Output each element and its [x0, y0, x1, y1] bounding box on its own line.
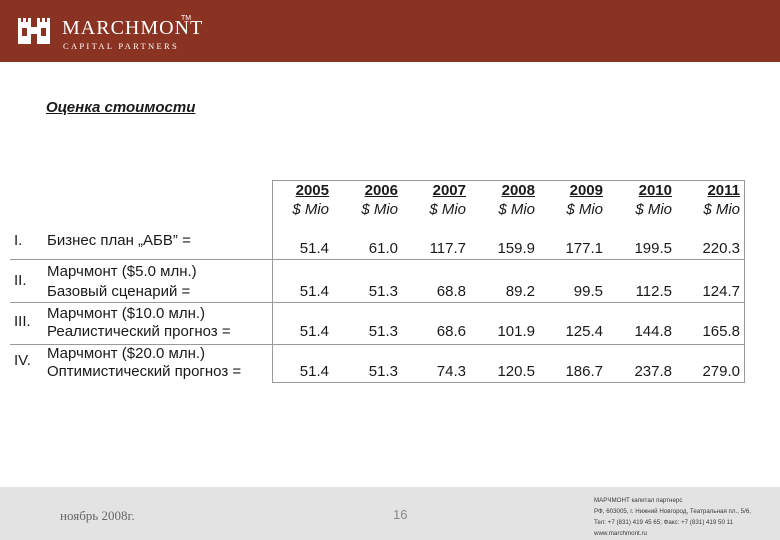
brand-name: MARCHMONT [62, 17, 204, 39]
contact-website-link[interactable]: www.marchmont.ru [594, 530, 647, 537]
table-cell: 61.0 [368, 240, 398, 257]
table-cell: 220.3 [702, 240, 740, 257]
column-header-unit: $ Mio [361, 201, 398, 218]
table-cell: 51.4 [299, 240, 329, 257]
row-number: IV. [14, 352, 31, 369]
row-number: III. [14, 313, 31, 330]
table-cell: 177.1 [565, 240, 603, 257]
contact-phone: Тел: +7 (831) 419 45 65; Факс: +7 (831) … [594, 519, 734, 526]
header-bar: MARCHMONT TM CAPITAL PARTNERS [0, 0, 780, 62]
row-label: Марчмонт ($5.0 млн.) [47, 263, 197, 280]
column-header-year: 2008 [501, 182, 535, 199]
column-header-unit: $ Mio [566, 201, 603, 218]
row-divider [10, 259, 745, 260]
table-cell: 51.4 [299, 363, 329, 380]
column-header-year: 2010 [638, 182, 672, 199]
contact-info: МАРЧМОНТ капитал партнерс РФ, 603005, г.… [594, 495, 751, 539]
footer-bar: ноябрь 2008г. 16 МАРЧМОНТ капитал партне… [0, 487, 780, 540]
contact-address: РФ, 603005, г. Нижний Новгород, Театраль… [594, 508, 751, 515]
table-cell: 99.5 [573, 283, 603, 300]
table-cell: 68.6 [436, 323, 466, 340]
column-header-unit: $ Mio [292, 201, 329, 218]
row-number: II. [14, 272, 27, 289]
table-cell: 112.5 [635, 283, 672, 300]
table-cell: 51.3 [368, 363, 398, 380]
row-label: Оптимистический прогноз = [47, 363, 242, 380]
table-cell: 89.2 [505, 283, 535, 300]
slide-title: Оценка стоимости [46, 99, 196, 116]
row-label: Бизнес план „АБВ” = [47, 232, 191, 249]
row-label: Марчмонт ($20.0 млн.) [47, 345, 206, 362]
column-header-unit: $ Mio [498, 201, 535, 218]
column-header-year: 2006 [364, 182, 398, 199]
page-number: 16 [393, 507, 408, 522]
trademark-mark: TM [181, 15, 192, 22]
table-cell: 199.5 [634, 240, 672, 257]
row-divider [10, 344, 745, 345]
table-cell: 144.8 [634, 323, 672, 340]
column-header-year: 2009 [569, 182, 603, 199]
footer-date: ноябрь 2008г. [60, 508, 135, 523]
castle-logo-icon [18, 18, 50, 44]
table-cell: 101.9 [497, 323, 535, 340]
row-label: Базовый сценарий = [47, 283, 191, 300]
table-cell: 68.8 [436, 283, 466, 300]
table-cell: 51.4 [299, 283, 329, 300]
column-header-unit: $ Mio [703, 201, 740, 218]
contact-company: МАРЧМОНТ капитал партнерс [594, 497, 683, 504]
table-cell: 159.9 [497, 240, 535, 257]
table-cell: 279.0 [702, 363, 740, 380]
table-cell: 125.4 [565, 323, 603, 340]
table-cell: 120.5 [497, 363, 535, 380]
row-divider [10, 302, 745, 303]
table-cell: 74.3 [436, 363, 466, 380]
table-cell: 124.7 [702, 283, 740, 300]
valuation-table: 2005 2006 2007 2008 2009 2010 2011 $ Mio… [10, 180, 745, 383]
column-header-unit: $ Mio [429, 201, 466, 218]
brand-subtitle: CAPITAL PARTNERS [63, 41, 179, 51]
table-cell: 51.3 [368, 323, 398, 340]
table-cell: 165.8 [702, 323, 740, 340]
table-frame [272, 180, 745, 383]
row-label: Марчмонт ($10.0 млн.) [47, 305, 206, 322]
table-cell: 51.3 [368, 283, 398, 300]
row-label: Реалистический прогноз = [47, 323, 231, 340]
column-header-year: 2007 [432, 182, 466, 199]
row-number: I. [14, 232, 23, 249]
table-cell: 117.7 [429, 240, 466, 257]
table-cell: 51.4 [299, 323, 329, 340]
column-header-year: 2005 [295, 182, 329, 199]
table-cell: 237.8 [634, 363, 672, 380]
column-header-unit: $ Mio [635, 201, 672, 218]
table-cell: 186.7 [565, 363, 603, 380]
column-header-year: 2011 [707, 182, 740, 199]
